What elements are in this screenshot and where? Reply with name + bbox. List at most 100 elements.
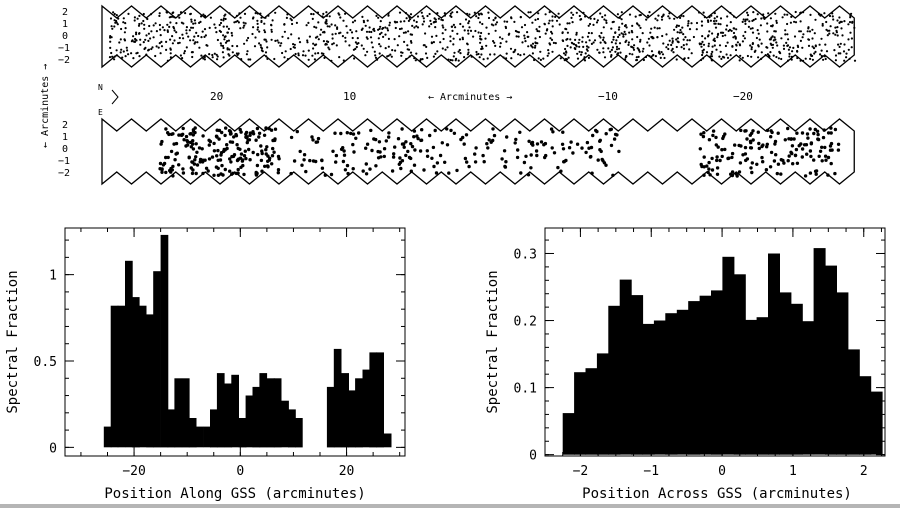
target-point [413, 26, 416, 29]
target-point [782, 161, 786, 165]
histogram-across-bars [562, 248, 883, 455]
target-point [166, 23, 169, 26]
target-point [580, 146, 584, 150]
target-point [169, 132, 174, 136]
target-point [795, 131, 799, 135]
target-point [190, 171, 195, 176]
target-point [764, 168, 769, 172]
target-point [648, 54, 651, 58]
target-point [179, 54, 182, 57]
target-point [455, 57, 458, 61]
target-point [203, 58, 206, 61]
target-point [210, 155, 215, 159]
target-point [555, 19, 559, 22]
target-point [549, 127, 554, 131]
target-point [713, 22, 716, 25]
target-point [402, 31, 405, 34]
target-point [245, 39, 248, 42]
target-point [505, 57, 508, 60]
target-point [256, 152, 260, 157]
target-point [802, 59, 805, 63]
target-point [784, 29, 787, 32]
target-point [799, 59, 802, 62]
target-point [550, 38, 554, 42]
target-point [328, 15, 331, 18]
target-point [820, 37, 823, 40]
target-point [574, 47, 577, 51]
target-point [600, 157, 604, 162]
histogram-along-bars [103, 234, 392, 448]
target-point [402, 145, 406, 149]
target-point [807, 44, 811, 48]
histogram-across-bar [847, 349, 860, 455]
histogram-across-bar [711, 290, 723, 455]
target-point [712, 39, 715, 42]
target-point [790, 15, 793, 18]
target-point [494, 29, 497, 32]
target-point [242, 26, 245, 29]
target-point [378, 43, 381, 46]
histogram-along-bar [355, 378, 363, 448]
target-point [705, 164, 709, 168]
target-point [566, 22, 569, 25]
target-point [671, 47, 674, 51]
target-point [574, 38, 577, 42]
target-point [808, 149, 813, 153]
target-point [675, 58, 678, 61]
target-point [490, 23, 493, 26]
map-x-tick-m20: −20 [733, 90, 753, 103]
target-point [596, 48, 599, 51]
target-point [157, 46, 160, 49]
target-point [576, 52, 579, 55]
target-point [801, 36, 804, 39]
target-point [702, 131, 706, 135]
target-point [638, 14, 641, 17]
histogram-across-bar [836, 292, 849, 455]
target-point [812, 131, 816, 136]
target-point [382, 154, 386, 159]
target-point [634, 15, 637, 18]
target-point [242, 154, 247, 158]
target-point [530, 45, 533, 48]
target-point [122, 17, 125, 20]
target-point [216, 38, 219, 42]
target-point [352, 150, 356, 154]
target-point [343, 168, 348, 172]
target-point [605, 21, 608, 24]
target-point [654, 17, 657, 20]
target-point [523, 53, 526, 56]
histogram-along-bar [216, 373, 225, 448]
target-point [301, 54, 305, 57]
target-point [733, 27, 736, 30]
target-point [409, 40, 413, 43]
target-point [415, 52, 418, 55]
target-point [796, 56, 799, 60]
target-point [736, 41, 740, 44]
target-point [645, 18, 648, 21]
target-point [764, 54, 767, 57]
target-point [374, 164, 378, 168]
target-point [714, 26, 718, 29]
target-point [203, 28, 207, 31]
target-point [719, 17, 723, 20]
target-point [723, 147, 727, 152]
target-point [248, 158, 252, 162]
target-point [775, 55, 778, 59]
target-point [548, 11, 551, 14]
target-point [656, 27, 659, 30]
target-point [235, 143, 239, 147]
target-point [601, 15, 604, 19]
target-point [386, 27, 389, 30]
target-point [235, 14, 239, 17]
target-point [570, 16, 573, 19]
target-point [245, 140, 249, 145]
target-point [724, 34, 727, 37]
target-point [400, 51, 403, 54]
target-point [115, 54, 119, 57]
target-point [239, 165, 243, 169]
target-point [820, 159, 824, 163]
target-point [748, 20, 751, 23]
target-point [638, 50, 641, 53]
target-point [452, 23, 455, 26]
target-point [356, 42, 359, 46]
